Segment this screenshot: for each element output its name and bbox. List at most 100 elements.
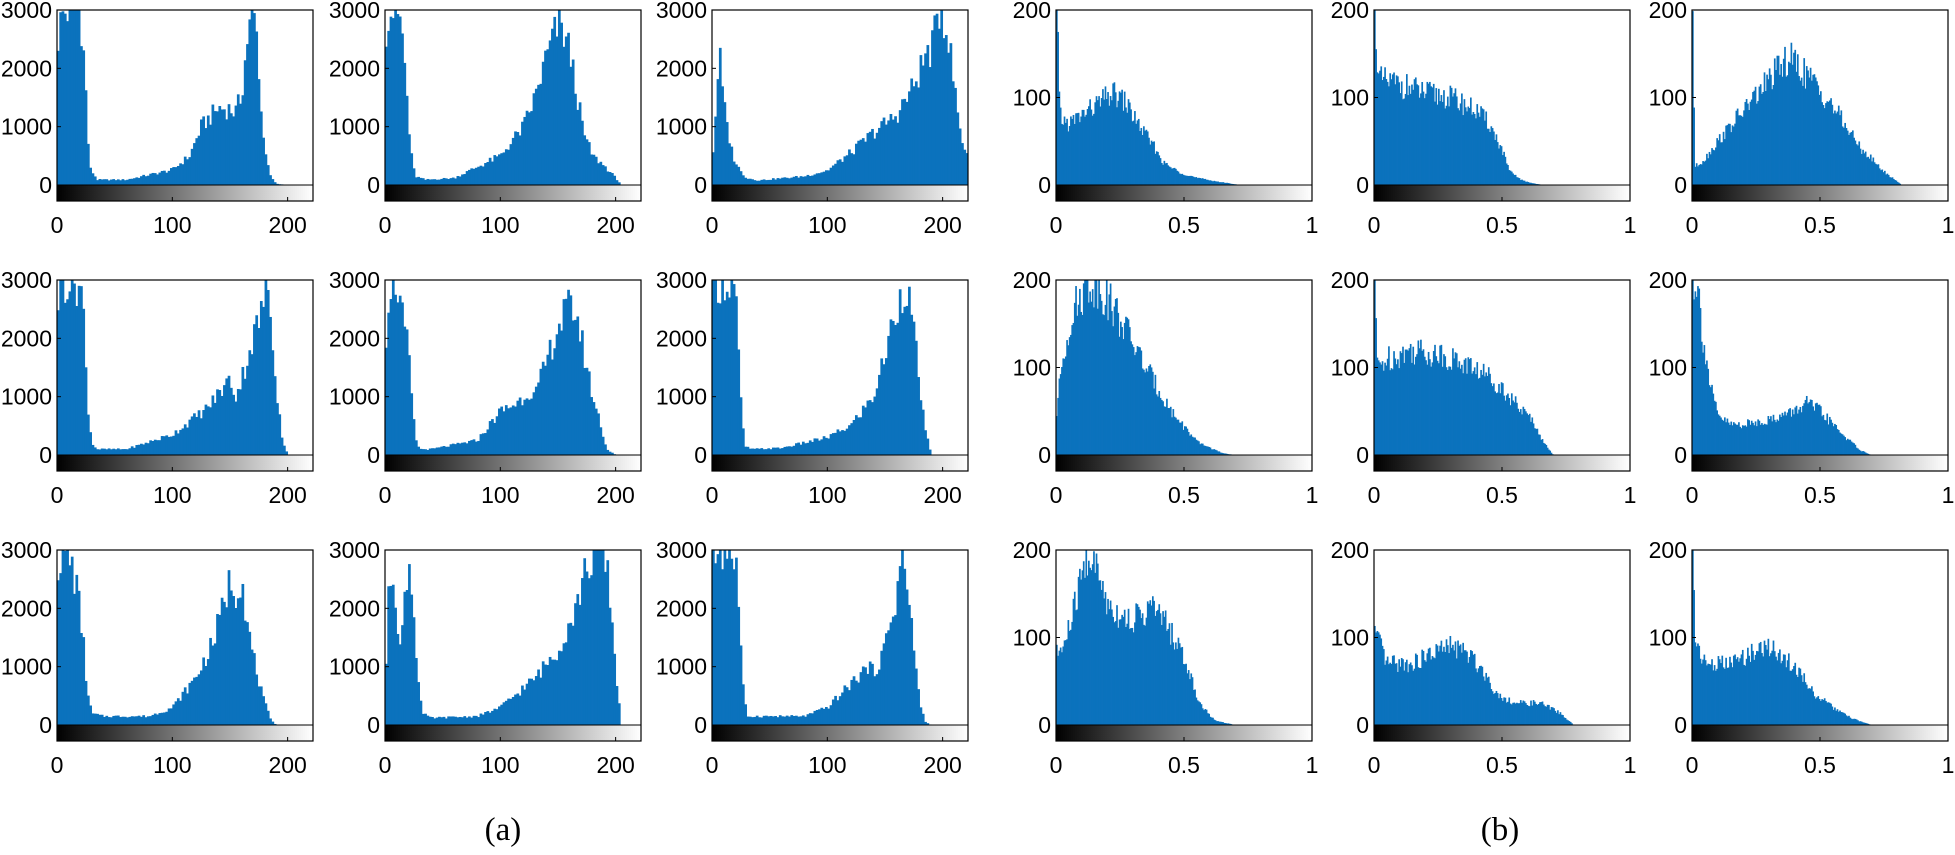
histogram-bar (181, 164, 185, 185)
histogram-bar (1176, 419, 1178, 455)
histogram-bar (1526, 181, 1528, 185)
histogram-bar (1407, 95, 1409, 185)
histogram-bar (910, 78, 914, 185)
histogram-bar (1436, 104, 1439, 185)
histogram-bar (521, 405, 524, 455)
histogram-bar (500, 153, 504, 185)
histogram-bar (1695, 163, 1698, 185)
histogram-bar (1426, 81, 1429, 185)
histogram-bar (765, 715, 768, 725)
histogram-bar (1809, 399, 1812, 455)
histogram-bar (91, 173, 95, 185)
histogram-bar (1084, 577, 1086, 725)
histogram-bar (227, 375, 231, 455)
histogram-bar (1132, 632, 1135, 725)
histogram-bar (1835, 113, 1838, 185)
histogram-bar (1729, 123, 1731, 185)
histogram-bar (1182, 174, 1185, 185)
histogram-bar (239, 597, 242, 725)
histogram-bar (410, 393, 414, 455)
histogram-bar (1458, 110, 1461, 185)
histogram-bar (1557, 710, 1559, 725)
histogram-bar (1514, 174, 1517, 185)
histogram-bar (1553, 708, 1555, 725)
histogram-bar (463, 174, 467, 185)
histogram-bar (1212, 717, 1214, 725)
histogram-bar (613, 653, 617, 725)
histogram-bar (1804, 88, 1807, 185)
histogram-bar (269, 175, 272, 185)
histogram-bar (195, 138, 199, 185)
histogram-bar (1454, 352, 1457, 455)
histogram-bar (1566, 719, 1568, 725)
histogram-bar (852, 419, 856, 455)
histogram-bar (1175, 642, 1177, 725)
histogram-bar (1499, 145, 1502, 185)
histogram-bar (1767, 79, 1770, 185)
histogram-bar (1831, 422, 1834, 455)
histogram-bar (1873, 162, 1876, 185)
x-tick-label: 0 (379, 752, 392, 778)
histogram-bar (1485, 372, 1488, 455)
histogram-bar (760, 717, 764, 725)
histogram-bar (1209, 180, 1212, 185)
histogram-bar (1694, 166, 1697, 185)
histogram-bar (1098, 580, 1100, 725)
histogram-bar (530, 398, 534, 455)
histogram-bar (1779, 649, 1781, 725)
histogram-bar (827, 708, 831, 725)
histogram-bar (555, 660, 559, 725)
histogram-bar (1404, 349, 1407, 455)
histogram-bar (1749, 661, 1752, 725)
y-tick-label: 0 (694, 172, 707, 198)
histogram-bar (838, 159, 842, 185)
histogram-bar (1408, 85, 1411, 185)
histogram-bar (1445, 639, 1448, 725)
histogram-bar (151, 440, 155, 455)
histogram-bar (84, 367, 88, 455)
histogram-bar (1187, 432, 1190, 455)
histogram-bars (1692, 280, 1872, 455)
histogram-bar (1770, 416, 1772, 455)
histogram-bar (405, 95, 409, 185)
histogram-bar (1464, 358, 1467, 455)
histogram-bar (1692, 11, 1694, 185)
histogram-bar (1066, 118, 1068, 185)
histogram-bar (1141, 613, 1144, 725)
histogram-bar (1843, 435, 1845, 455)
histogram-bar (1136, 346, 1139, 455)
histogram-bar (1779, 414, 1781, 455)
histogram-bar (751, 179, 754, 185)
histogram-bar (1548, 449, 1550, 455)
histogram-bar (827, 438, 831, 455)
histogram-bar (1076, 315, 1079, 455)
histogram-bar (123, 180, 127, 185)
histogram-bar (1741, 116, 1744, 185)
histogram-bar (246, 365, 249, 455)
histogram-bar (1085, 114, 1088, 185)
histogram-bar (206, 406, 210, 455)
histogram-bar (594, 408, 598, 455)
x-tick-label: 200 (268, 482, 306, 508)
histogram-bar (1187, 670, 1190, 725)
histogram-bar (1795, 71, 1798, 185)
histogram-bar (1843, 127, 1845, 185)
histogram-bar (1422, 650, 1425, 725)
histogram-bar (179, 163, 182, 185)
histogram-bar (70, 10, 74, 185)
histogram-bar (1471, 373, 1473, 455)
histogram-bar (712, 152, 715, 185)
histogram-bar (788, 716, 791, 725)
histogram-bar (1785, 667, 1788, 725)
histogram-bar (1452, 348, 1454, 455)
x-tick-label: 0 (1686, 212, 1699, 238)
histogram-bar (1425, 360, 1427, 455)
histogram-bar (1084, 280, 1086, 455)
x-tick-label: 0 (1368, 482, 1381, 508)
histogram-bar (1204, 709, 1207, 725)
histogram-bar (831, 165, 835, 185)
histogram-bars (1056, 10, 1241, 186)
histogram-bar (82, 50, 86, 185)
histogram-bar (1388, 664, 1390, 725)
